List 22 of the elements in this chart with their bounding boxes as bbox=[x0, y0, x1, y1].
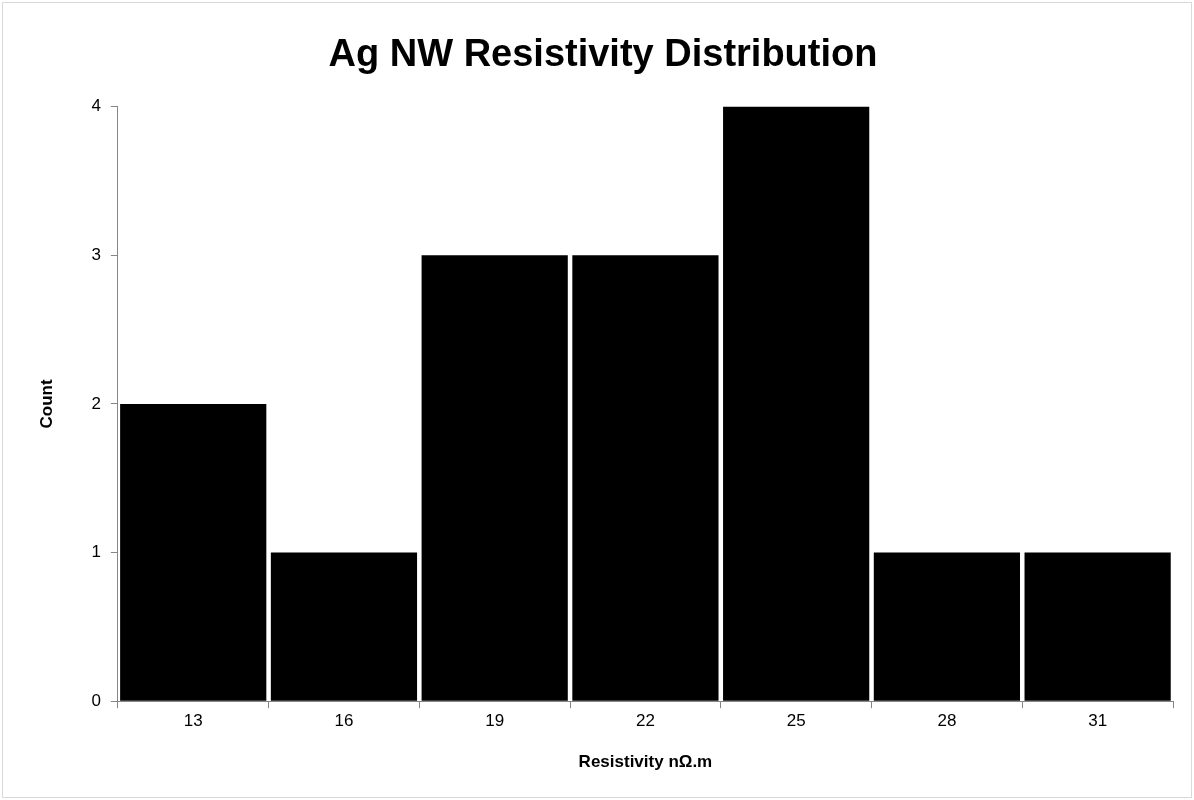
y-tick-label: 2 bbox=[91, 393, 101, 413]
y-tick-label: 3 bbox=[91, 244, 101, 264]
bar bbox=[270, 552, 418, 701]
bar bbox=[873, 552, 1020, 701]
x-tick-label: 19 bbox=[485, 711, 505, 731]
x-tick-label: 22 bbox=[635, 711, 655, 731]
y-tick-label: 4 bbox=[91, 96, 101, 116]
chart-title: Ag NW Resistivity Distribution bbox=[328, 32, 878, 75]
y-axis-title: Count bbox=[36, 379, 56, 429]
x-axis-title: Resistivity nΩ.m bbox=[578, 752, 713, 772]
bar bbox=[1024, 552, 1171, 701]
x-tick-label: 31 bbox=[1088, 711, 1108, 731]
y-tick-label: 1 bbox=[91, 542, 101, 562]
x-tick-label: 16 bbox=[334, 711, 354, 731]
x-tick-label: 28 bbox=[937, 711, 957, 731]
bar bbox=[723, 106, 870, 701]
bar bbox=[421, 255, 568, 701]
x-tick-label: 13 bbox=[183, 711, 203, 731]
bar bbox=[572, 255, 719, 701]
bar bbox=[120, 403, 267, 701]
y-tick-label: 0 bbox=[91, 690, 101, 710]
x-tick-label: 25 bbox=[786, 711, 806, 731]
